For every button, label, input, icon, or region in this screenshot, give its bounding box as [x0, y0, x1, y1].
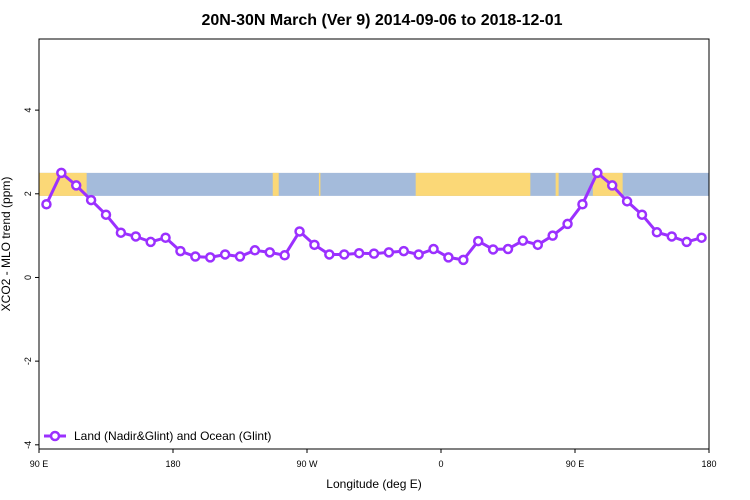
data-point: [666, 231, 678, 242]
x-tick-label: 90 E: [30, 459, 49, 469]
data-point: [681, 236, 692, 248]
map-ocean: [39, 172, 709, 196]
x-tick-label: 0: [438, 459, 443, 469]
data-point: [353, 247, 365, 259]
data-point: [130, 231, 142, 242]
data-point: [651, 227, 663, 238]
data-point: [547, 230, 558, 241]
data-point: [115, 227, 127, 238]
data-point: [413, 249, 424, 260]
world-map-strip: [39, 172, 709, 196]
x-tick-label: 180: [701, 459, 716, 469]
data-point: [487, 244, 499, 255]
data-point: [606, 180, 618, 191]
map-land-segment: [318, 172, 321, 196]
data-point: [696, 232, 707, 243]
data-point: [175, 245, 186, 257]
x-tick-label: 90 W: [296, 459, 318, 469]
y-tick-label: -4: [23, 441, 33, 449]
data-point: [264, 247, 276, 258]
x-axis-label: Longitude (deg E): [326, 477, 421, 491]
data-point: [458, 254, 469, 266]
data-point: [428, 243, 439, 255]
data-point: [472, 235, 484, 247]
legend-marker-swatch: [49, 430, 61, 442]
data-point: [85, 194, 97, 206]
data-point: [160, 232, 171, 243]
y-tick-label: 0: [23, 275, 33, 280]
data-point: [100, 209, 112, 220]
y-tick-label: -2: [23, 357, 33, 365]
data-point: [219, 249, 231, 260]
x-tick-label: 180: [165, 459, 180, 469]
y-axis-label: XCO2 - MLO trend (ppm): [0, 177, 13, 312]
legend-label: Land (Nadir&Glint) and Ocean (Glint): [74, 429, 271, 443]
plot-frame: [38, 38, 710, 450]
map-land-segment: [415, 172, 531, 196]
data-point: [517, 235, 529, 246]
data-point: [309, 239, 320, 251]
data-point: [443, 252, 454, 263]
data-point: [145, 236, 156, 248]
legend: Land (Nadir&Glint) and Ocean (Glint): [44, 429, 271, 443]
data-point: [41, 199, 52, 210]
data-point: [636, 209, 648, 220]
series-layer: [41, 167, 707, 266]
data-point: [70, 180, 82, 191]
data-point: [577, 199, 588, 210]
data-point: [294, 226, 305, 237]
map-land-segment: [555, 172, 559, 196]
data-point: [190, 251, 201, 262]
x-axis: 90 E 180 90 W 0 90 E 180: [30, 449, 717, 469]
chart-title: 20N-30N March (Ver 9) 2014-09-06 to 2018…: [201, 12, 562, 29]
data-point: [204, 252, 216, 263]
data-point: [383, 247, 395, 258]
data-point: [368, 248, 380, 259]
data-point: [234, 251, 246, 262]
data-point: [532, 239, 544, 251]
y-tick-label: 2: [23, 191, 33, 196]
data-point: [398, 245, 410, 257]
data-point: [592, 167, 603, 179]
data-point: [338, 249, 350, 260]
data-point: [621, 196, 633, 207]
data-point: [324, 249, 335, 260]
data-point: [249, 245, 261, 256]
plot-area: 90 E 180 90 W 0 90 E 180 -4 -2 0 2 4: [23, 38, 717, 469]
map-land-segment: [272, 172, 279, 196]
y-tick-label: 4: [23, 108, 33, 113]
data-point: [56, 167, 67, 179]
data-point: [279, 250, 290, 261]
x-tick-label: 90 E: [566, 459, 585, 469]
data-point: [562, 218, 573, 230]
y-axis: -4 -2 0 2 4: [23, 108, 39, 449]
data-point: [502, 243, 514, 255]
